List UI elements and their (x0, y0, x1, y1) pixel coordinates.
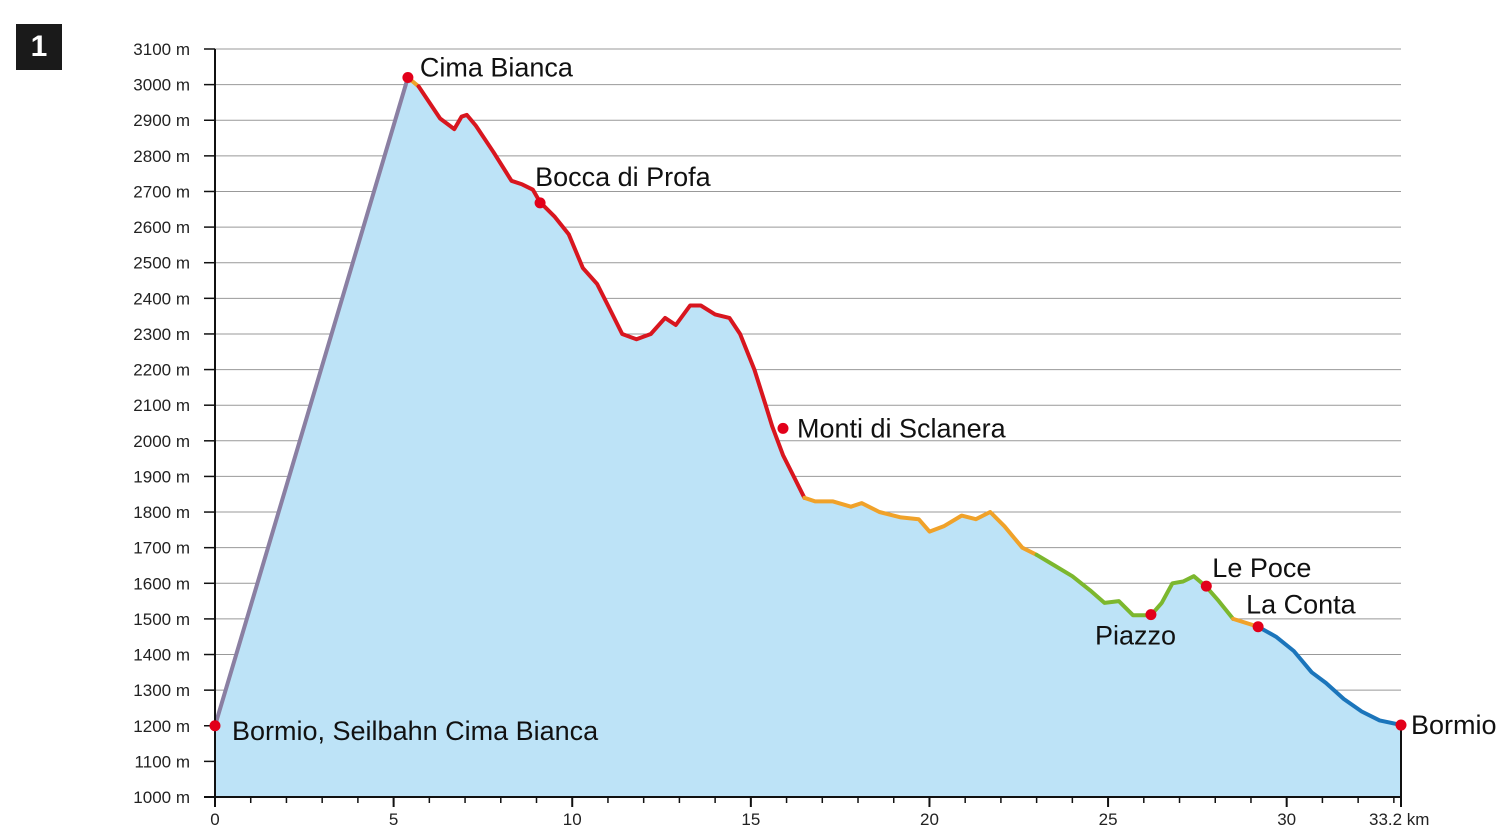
y-tick-label: 3000 m (133, 76, 190, 95)
x-tick-label: 10 (563, 810, 582, 829)
y-tick-label: 1900 m (133, 467, 190, 486)
y-tick-label: 2800 m (133, 147, 190, 166)
place-label: Le Poce (1212, 553, 1311, 583)
route-segment-cable_car (213, 75, 410, 728)
route-segment-orange (802, 495, 1039, 557)
route-segments (213, 75, 1403, 728)
y-tick-label: 2400 m (133, 289, 190, 308)
figure-number-badge: 1 (16, 24, 62, 70)
y-tick-label: 1000 m (133, 788, 190, 807)
place-marker (1395, 719, 1407, 731)
y-tick-label: 3100 m (133, 40, 190, 59)
place-label: Cima Bianca (420, 52, 574, 82)
y-tick-label: 2500 m (133, 254, 190, 273)
y-tick-label: 2300 m (133, 325, 190, 344)
place-marker (1252, 621, 1264, 633)
y-tick-label: 1300 m (133, 681, 190, 700)
y-tick-label: 1500 m (133, 610, 190, 629)
y-axis-ticks: 1000 m 1100 m 1200 m 1300 m 1400 m 1500 m 1600… (133, 40, 215, 807)
y-tick-label: 2700 m (133, 182, 190, 201)
y-tick-label: 1600 m (133, 574, 190, 593)
x-tick-label: 5 (389, 810, 398, 829)
x-tick-label: 25 (1099, 810, 1118, 829)
route-segment-red (416, 84, 807, 500)
x-tick-label: 30 (1277, 810, 1296, 829)
place-label: Bormio (1411, 710, 1497, 740)
y-tick-label: 2200 m (133, 361, 190, 380)
elevation-area (215, 77, 1401, 797)
y-tick-label: 2600 m (133, 218, 190, 237)
x-axis-ticks: 0 5 10 15 20 25 30 33.2 km (210, 797, 1429, 829)
y-tick-label: 1200 m (133, 717, 190, 736)
place-marker (777, 422, 789, 434)
y-tick-label: 2900 m (133, 111, 190, 130)
place-markers: Cima Bianca Bocca di Profa Monti di Sclane… (209, 52, 1497, 746)
y-tick-label: 2100 m (133, 396, 190, 415)
place-marker (209, 720, 221, 732)
axes (204, 49, 1402, 798)
y-tick-label: 1400 m (133, 646, 190, 665)
place-marker (1145, 609, 1157, 621)
x-tick-label: 33.2 km (1369, 810, 1429, 829)
place-label: La Conta (1246, 590, 1357, 620)
place-label: Bocca di Profa (535, 162, 712, 192)
y-tick-label: 1700 m (133, 539, 190, 558)
place-marker (1200, 580, 1212, 592)
place-label: Bormio, Seilbahn Cima Bianca (232, 716, 599, 746)
place-label: Piazzo (1095, 621, 1176, 651)
place-marker (534, 197, 546, 209)
y-tick-label: 1100 m (135, 752, 190, 771)
place-label: Monti di Sclanera (797, 413, 1007, 443)
x-tick-label: 20 (920, 810, 939, 829)
y-tick-label: 1800 m (133, 503, 190, 522)
route-segment-blue (1256, 624, 1403, 727)
x-tick-label: 0 (210, 810, 219, 829)
place-marker (402, 71, 414, 83)
y-tick-label: 2000 m (133, 432, 190, 451)
x-tick-label: 15 (741, 810, 760, 829)
